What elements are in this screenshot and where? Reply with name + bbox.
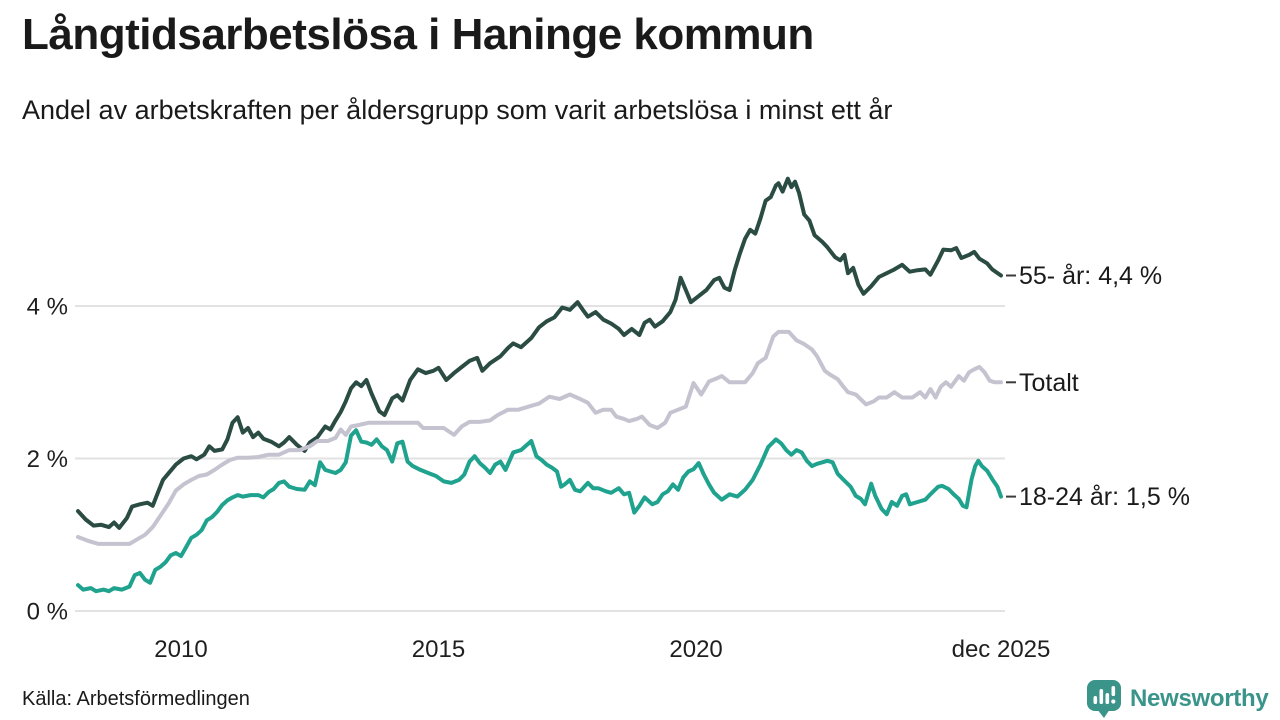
brand-name: Newsworthy <box>1130 685 1269 712</box>
series-end-label-18-24: 18-24 år: 1,5 % <box>1019 483 1190 511</box>
y-tick-label: 4 % <box>27 294 68 321</box>
series-end-label-totalt: Totalt <box>1019 369 1079 397</box>
x-tick-label: dec 2025 <box>952 636 1051 663</box>
source-note: Källa: Arbetsförmedlingen <box>22 688 250 710</box>
series-line-55plus <box>76 176 1003 530</box>
series-line-18-24 <box>76 428 1003 594</box>
newsworthy-icon <box>1087 680 1121 718</box>
x-tick-label: 2010 <box>154 636 207 663</box>
chart-subtitle: Andel av arbetskraften per åldersgrupp s… <box>22 95 893 125</box>
y-tick-label: 0 % <box>27 599 68 626</box>
newsworthy-logo: Newsworthy <box>1086 679 1269 719</box>
y-tick-label: 2 % <box>27 446 68 473</box>
series-line-totalt <box>76 329 1003 546</box>
x-tick-label: 2015 <box>412 636 465 663</box>
x-tick-label: 2020 <box>669 636 722 663</box>
chart-title: Långtidsarbetslösa i Haninge kommun <box>22 10 814 59</box>
series-end-label-55plus: 55- år: 4,4 % <box>1019 262 1162 290</box>
